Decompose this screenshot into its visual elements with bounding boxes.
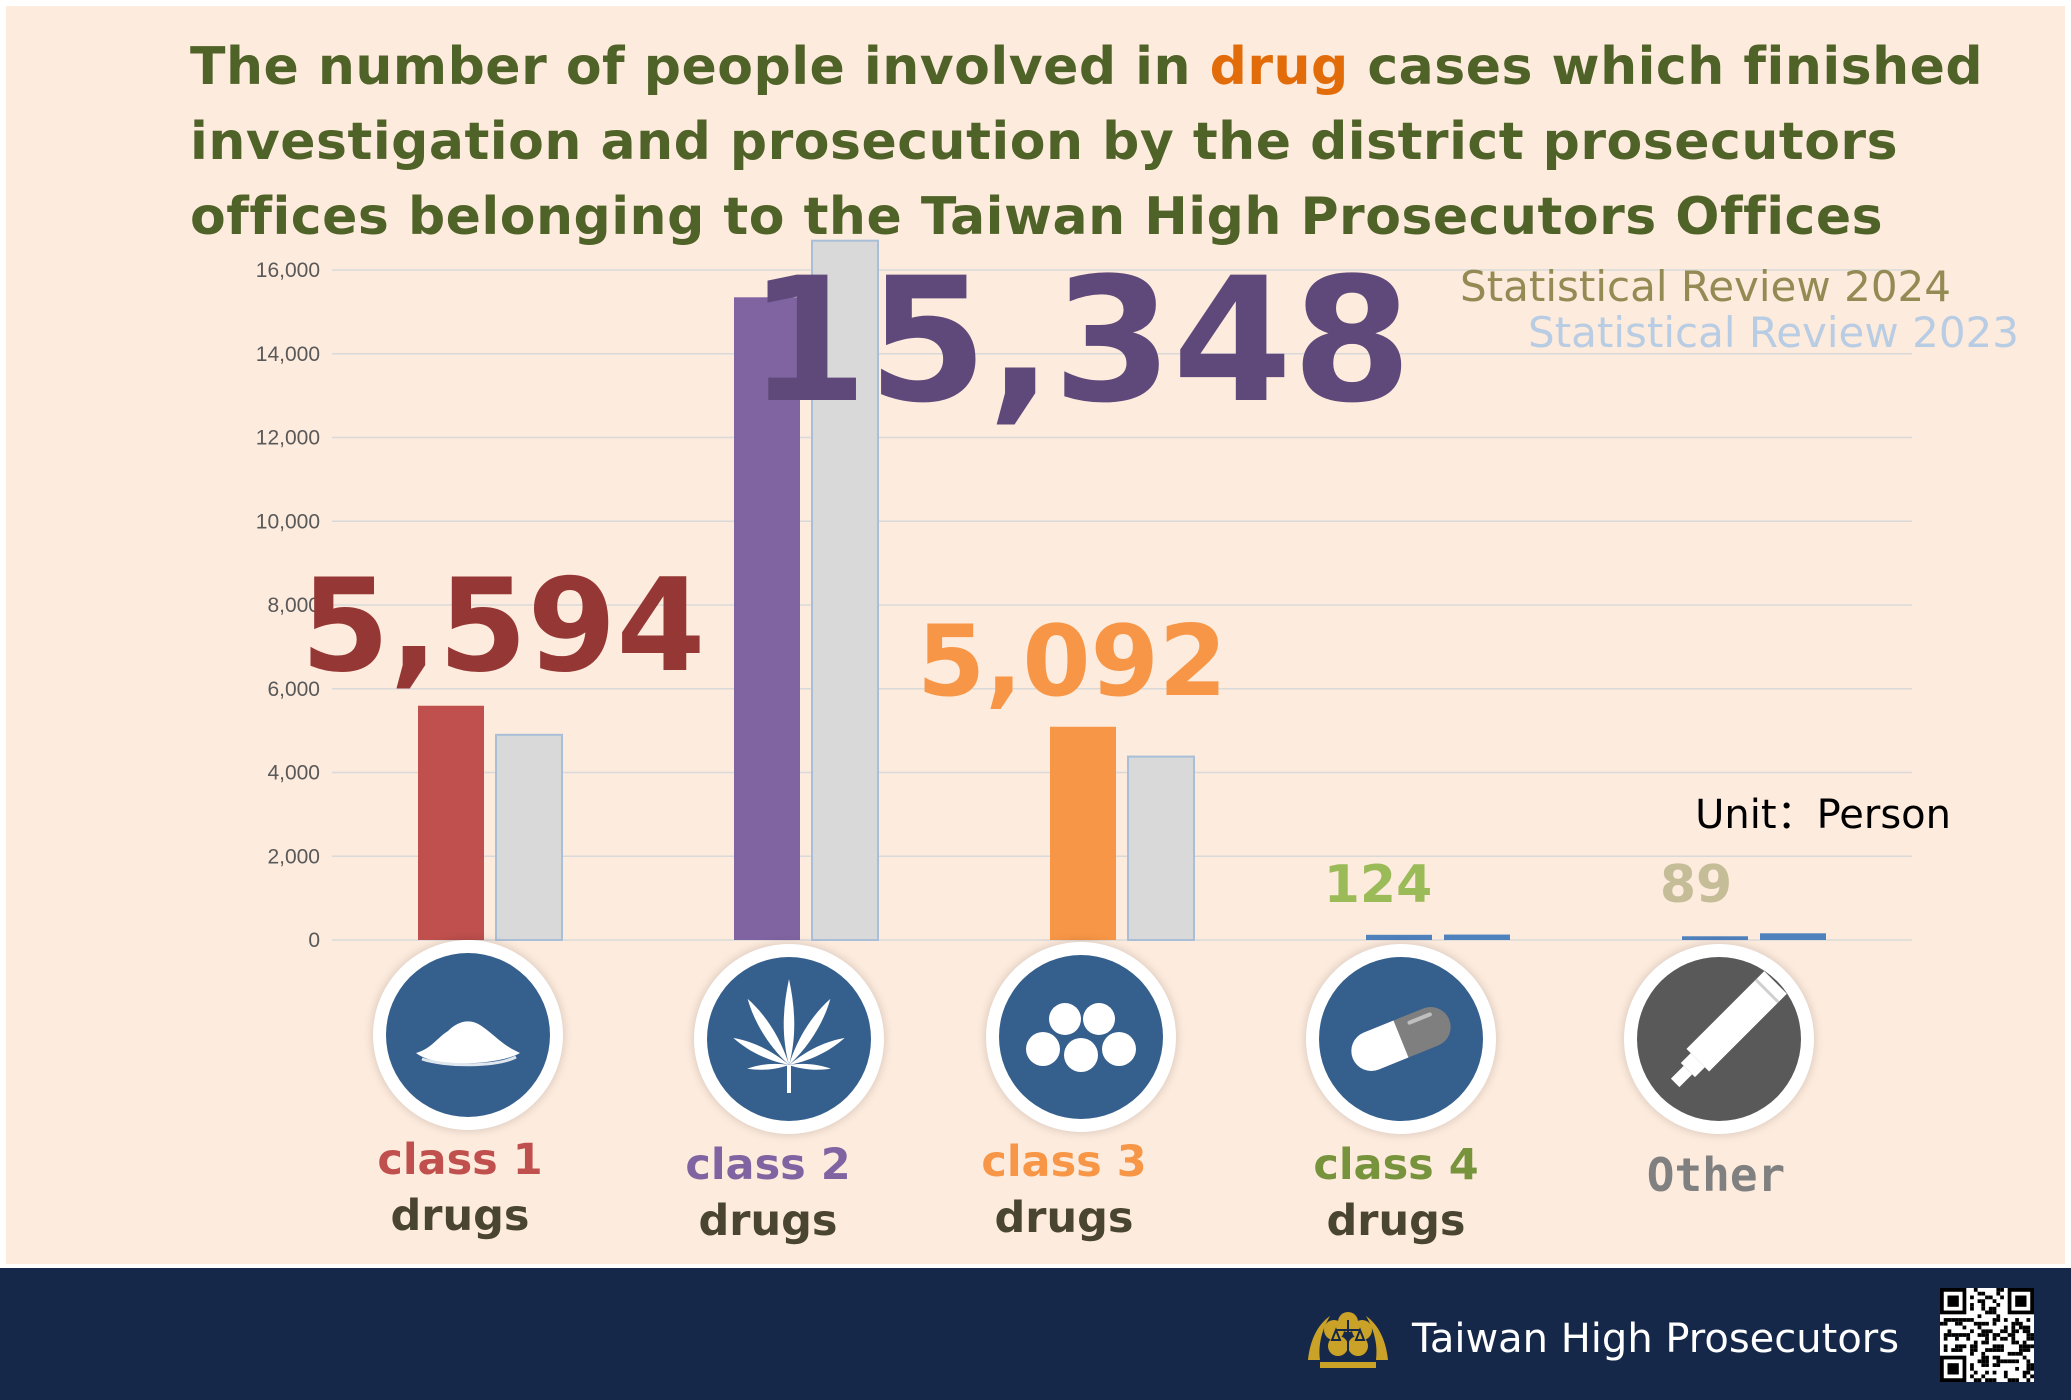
footer-bar — [0, 1268, 2071, 1400]
category-label-line1: class 3 — [981, 1137, 1147, 1187]
bar-2023 — [811, 239, 879, 941]
title-part-2: cases which finished investigation and p… — [190, 37, 1984, 247]
unit-label: Unit：Person — [1695, 792, 1951, 838]
y-tick-label: 14,000 — [256, 343, 320, 366]
category-label-other: Other — [1566, 1148, 1866, 1202]
category-label-class-4: class 4 drugs — [1246, 1138, 1546, 1250]
y-tick-label: 0 — [308, 929, 320, 952]
pills-icon — [986, 942, 1176, 1132]
bar-2024 — [418, 705, 484, 940]
y-tick-label: 12,000 — [256, 427, 320, 450]
page-title: The number of people involved in drug ca… — [190, 30, 2010, 255]
category-label-class-1: class 1 drugs — [310, 1133, 610, 1245]
value-label: 89 — [1660, 855, 1732, 915]
category-label-line1: Other — [1646, 1148, 1786, 1202]
title-part-1: The number of people involved in — [190, 37, 1210, 97]
bar-2024 — [734, 297, 800, 940]
organization-name: Taiwan High Prosecutors — [1412, 1316, 1900, 1362]
category-label-line1: class 2 — [685, 1140, 851, 1190]
category-label-class-3: class 3 drugs — [914, 1135, 1214, 1247]
title-highlight: drug — [1209, 37, 1349, 97]
category-label-line2: drugs — [390, 1191, 530, 1241]
cannabis-leaf-icon — [694, 944, 884, 1134]
legend-2023: Statistical Review 2023 — [1528, 308, 2019, 357]
value-label: 5,092 — [917, 605, 1227, 719]
tube-icon — [1624, 944, 1814, 1134]
bar-2023 — [1760, 933, 1826, 940]
bar-2023 — [495, 733, 563, 941]
value-label: 15,348 — [748, 240, 1412, 441]
bar-2023 — [1127, 755, 1195, 942]
category-label-line1: class 4 — [1313, 1140, 1479, 1190]
category-label-line2: drugs — [698, 1196, 838, 1246]
category-label-class-2: class 2 drugs — [618, 1138, 918, 1250]
value-label: 5,594 — [301, 552, 706, 701]
value-label: 124 — [1324, 855, 1433, 915]
y-tick-label: 4,000 — [267, 762, 320, 785]
y-tick-label: 2,000 — [267, 845, 320, 868]
bar-2023 — [1444, 934, 1510, 940]
bar-2024 — [1366, 934, 1432, 940]
powder-icon — [373, 940, 563, 1130]
capsule-icon — [1306, 944, 1496, 1134]
y-tick-label: 10,000 — [256, 510, 320, 533]
bar-2024 — [1050, 726, 1116, 940]
y-tick-label: 16,000 — [256, 259, 320, 282]
y-tick-label: 8,000 — [267, 594, 320, 617]
y-tick-label: 6,000 — [267, 678, 320, 701]
category-label-line2: drugs — [1326, 1196, 1466, 1246]
qr-code-icon[interactable] — [1940, 1288, 2034, 1382]
legend-2024: Statistical Review 2024 — [1460, 262, 1951, 311]
category-label-line1: class 1 — [377, 1135, 543, 1185]
category-label-line2: drugs — [994, 1193, 1134, 1243]
prosecutors-emblem-icon — [1308, 1312, 1388, 1368]
bar-2024 — [1682, 936, 1748, 940]
